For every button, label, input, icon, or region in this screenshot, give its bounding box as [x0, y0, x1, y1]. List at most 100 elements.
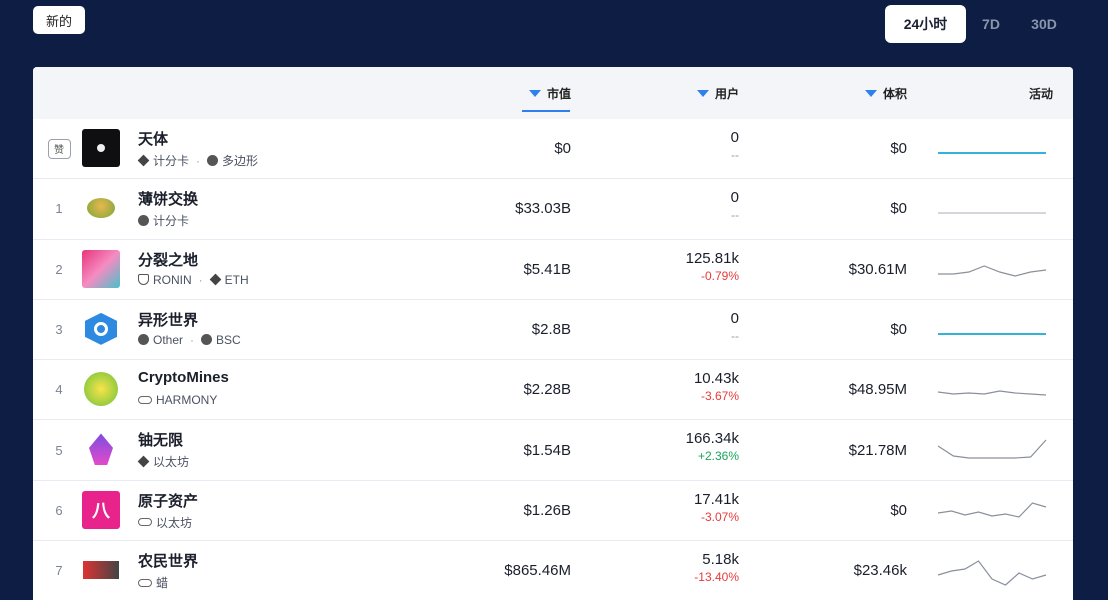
game-logo[interactable]	[82, 551, 120, 590]
sort-down-icon	[864, 90, 877, 97]
chain-label: 计分卡	[153, 214, 190, 229]
table-row[interactable]: 1 薄饼交换 计分卡 $33.03B 0 -- $0	[33, 179, 1073, 240]
rank-cell: 赞	[47, 119, 71, 178]
rank-number: 2	[55, 261, 63, 277]
sparkline-path	[938, 264, 1047, 277]
sort-down-icon	[528, 90, 541, 97]
table-row[interactable]: 4 CryptoMines HARMONY $2.28B 10.43k -3.67% $48…	[33, 360, 1073, 421]
activity-sparkline	[938, 212, 1046, 214]
link-icon	[138, 578, 152, 587]
users-change: --	[731, 208, 739, 223]
chain-list: RONIN · ETH	[138, 273, 249, 287]
users-change: --	[731, 328, 739, 343]
tvl-value: $0	[554, 140, 571, 158]
scorecard-icon	[138, 215, 149, 227]
rank-cell: 7	[47, 541, 71, 600]
rank-number: 3	[55, 322, 63, 338]
chain-list: 计分卡 · 多边形	[137, 152, 259, 169]
users-value: 5.18k	[702, 551, 739, 569]
chain-list: HARMONY	[138, 393, 217, 407]
game-logo[interactable]: 八	[82, 490, 120, 529]
tab-7d[interactable]: 7D	[982, 16, 1000, 32]
game-name[interactable]: 异形世界	[138, 311, 199, 329]
game-name[interactable]: 铀无限	[138, 432, 184, 450]
game-logo[interactable]	[82, 249, 120, 288]
ethereum-icon	[137, 456, 150, 468]
users-value: 0	[730, 309, 739, 327]
separator-dot: ·	[190, 332, 195, 347]
chain-label: Other	[153, 332, 184, 347]
table-row[interactable]: 5 铀无限 以太坊 $1.54B 166.34k +2.36% $21.78M	[33, 420, 1073, 481]
column-header-tvl[interactable]: 市值	[528, 85, 571, 102]
bsc-icon	[201, 334, 213, 346]
table-row[interactable]: 7 农民世界蜡 $865.46M 5.18k -13.40% $23.46k	[33, 541, 1073, 600]
rankings-table: 市值 用户 体积 活动 赞天体 计分卡 · 多边形 $0 0 -- $0 1 薄饼交换 计分卡 $33…	[33, 67, 1073, 600]
tab-24h[interactable]: 24小时	[885, 5, 966, 43]
activity-sparkline	[937, 440, 1047, 460]
users-value: 0	[730, 129, 739, 146]
sponsored-badge: 赞	[47, 138, 71, 159]
users-change: -0.79%	[700, 268, 739, 283]
chain-label: 以太坊	[156, 515, 193, 530]
table-row[interactable]: 2 分裂之地 RONIN · ETH $5.41B 125.81k -0.79% $30.61M	[33, 240, 1073, 300]
tvl-value: $2.28B	[523, 381, 571, 399]
volume-value: $0	[890, 501, 907, 519]
activity-sparkline	[937, 502, 1047, 518]
rank-number: 6	[55, 502, 63, 518]
chain-label: 计分卡	[153, 154, 190, 168]
column-header-users[interactable]: 用户	[696, 85, 739, 102]
chain-label: 以太坊	[153, 455, 190, 470]
rank-cell: 2	[47, 240, 71, 299]
users-value: 166.34k	[685, 430, 739, 448]
rank-number: 7	[55, 563, 63, 579]
new-button[interactable]: 新的	[33, 6, 85, 34]
table-row[interactable]: 赞 天体计分卡 · 多边形 $0 0 -- $0	[33, 119, 1073, 180]
chain-label: 蜡	[156, 576, 169, 591]
volume-value: $0	[890, 200, 907, 218]
game-name[interactable]: CryptoMines	[138, 369, 229, 387]
game-logo[interactable]	[82, 430, 120, 469]
game-logo[interactable]	[82, 309, 120, 348]
tvl-value: $2.8B	[531, 321, 571, 339]
chain-list: Other · BSC	[138, 333, 241, 347]
column-header-volume[interactable]: 体积	[864, 85, 907, 102]
rank-cell: 3	[47, 300, 71, 359]
game-logo[interactable]	[82, 370, 120, 409]
separator-dot: ·	[198, 272, 203, 287]
users-cell: 17.41k -3.07%	[694, 491, 739, 524]
users-cell: 10.43k -3.67%	[694, 370, 739, 403]
ronin-icon	[138, 274, 149, 286]
game-name[interactable]: 原子资产	[138, 492, 199, 510]
other-icon	[138, 334, 149, 346]
game-name[interactable]: 农民世界	[138, 553, 199, 571]
users-cell: 166.34k +2.36%	[686, 430, 739, 463]
game-name[interactable]: 天体	[138, 131, 169, 148]
volume-value: $48.95M	[848, 381, 907, 399]
sparkline-path	[937, 502, 1047, 518]
volume-value: $30.61M	[848, 260, 907, 278]
table-body: 赞天体 计分卡 · 多边形 $0 0 -- $0 1 薄饼交换 计分卡 $33.03B 0 -- $0 2 分裂…	[33, 119, 1073, 600]
ethereum-icon	[137, 154, 150, 167]
chain-list: 蜡	[138, 574, 168, 591]
activity-sparkline	[937, 390, 1047, 396]
game-name[interactable]: 分裂之地	[138, 251, 199, 269]
rank-cell: 6	[47, 481, 71, 540]
table-row[interactable]: 3 异形世界 Other · BSC $2.8B 0 -- $0	[33, 300, 1073, 361]
game-logo[interactable]	[82, 189, 120, 228]
chain-label: 多边形	[222, 154, 259, 168]
users-cell: 0 --	[731, 129, 739, 162]
users-change: -3.67%	[700, 389, 739, 404]
game-logo[interactable]	[82, 129, 120, 167]
chain-label: ETH	[224, 272, 249, 287]
table-row[interactable]: 6 八原子资产 以太坊 $1.26B 17.41k -3.07% $0	[33, 481, 1073, 542]
users-cell: 0 --	[731, 310, 739, 343]
users-change: -13.40%	[694, 570, 739, 585]
sparkline-path	[937, 560, 1047, 586]
volume-value: $0	[890, 140, 907, 158]
tab-30d[interactable]: 30D	[1031, 16, 1057, 32]
users-cell: 0 --	[731, 189, 739, 222]
chain-list: 以太坊	[138, 514, 192, 531]
game-name[interactable]: 薄饼交换	[138, 191, 199, 209]
separator-dot: ·	[196, 153, 201, 168]
users-value: 10.43k	[693, 370, 739, 388]
